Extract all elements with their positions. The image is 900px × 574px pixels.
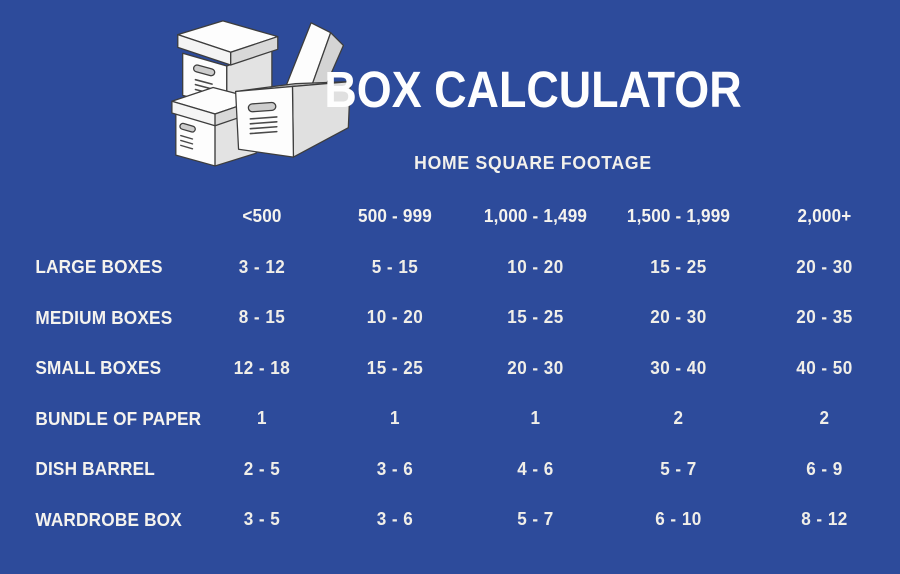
row-label-small-boxes: SMALL BOXES [35,357,162,379]
table-cell: 3 - 6 [376,458,414,479]
table-cell: 3 - 12 [238,256,286,277]
column-header-2000-plus: 2,000+ [797,205,852,226]
table-cell: 15 - 25 [366,357,424,378]
row-label-medium-boxes: MEDIUM BOXES [35,306,173,328]
table-cell: 6 - 9 [806,458,843,479]
column-header-1000-1499: 1,000 - 1,499 [483,205,588,226]
table-cell: 2 [819,408,830,429]
table-cell: 20 - 30 [650,307,707,328]
table-cell: 8 - 15 [238,307,286,328]
table-cell: 3 - 6 [376,509,414,530]
table-cell: 5 - 7 [517,509,554,530]
row-label-dish-barrel: DISH BARREL [35,458,155,480]
moving-boxes-icon [171,20,351,167]
open-box-icon [234,22,351,158]
page-title: BOX CALCULATOR [324,61,742,118]
table-cell: 5 - 7 [660,458,697,479]
table-title: HOME SQUARE FOOTAGE [414,152,652,173]
table-cell: 1 [256,408,267,429]
table-cell: 6 - 10 [655,509,702,530]
table-cell: 4 - 6 [517,458,554,479]
table-cell: 1 [389,408,400,429]
table-cell: 40 - 50 [796,357,853,378]
table-cell: 30 - 40 [650,357,707,378]
row-label-wardrobe-box: WARDROBE BOX [35,508,182,530]
table-cell: 20 - 35 [796,307,853,328]
column-header-under-500: <500 [242,205,282,226]
table-cell: 20 - 30 [507,357,564,378]
box-table: <500 500 - 999 1,000 - 1,499 1,500 - 1,9… [0,190,900,545]
table-cell: 2 - 5 [243,458,281,479]
table-cell: 10 - 20 [507,256,564,277]
row-label-bundle-of-paper: BUNDLE OF PAPER [35,407,202,429]
column-header-500-999: 500 - 999 [358,205,432,226]
table-cell: 10 - 20 [366,307,424,328]
table-cell: 8 - 12 [801,509,848,530]
table-cell: 15 - 25 [507,307,564,328]
table-cell: 12 - 18 [233,357,291,378]
table-cell: 3 - 5 [243,509,281,530]
row-label-large-boxes: LARGE BOXES [35,256,163,278]
table-cell: 1 [530,408,541,429]
table-cell: 20 - 30 [796,256,853,277]
column-header-1500-1999: 1,500 - 1,999 [626,205,731,226]
table-cell: 2 [673,408,684,429]
table-cell: 15 - 25 [650,256,707,277]
table-cell: 5 - 15 [371,256,419,277]
